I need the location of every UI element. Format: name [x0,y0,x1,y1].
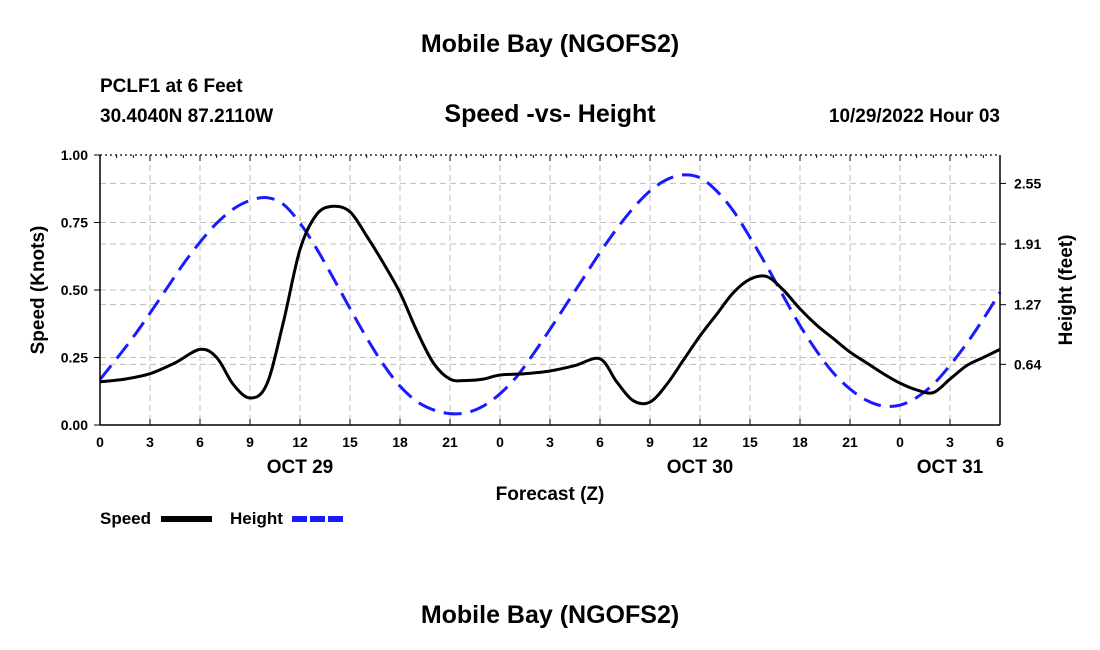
station-label: PCLF1 at 6 Feet [100,76,243,97]
x-tick-label: 12 [292,434,308,450]
x-tick-label: 18 [392,434,408,450]
chart-title: Speed -vs- Height [444,100,656,128]
x-tick-label: 9 [646,434,654,450]
x-tick-label: 6 [196,434,204,450]
y2-axis-title: Height (feet) [1056,235,1077,346]
series-layer [98,173,1002,416]
date-label: OCT 29 [267,457,334,478]
speed-height-chart: 0 3 6 9 12 15 18 21 0 3 6 9 12 15 18 21 0 3 6 0.00 0.25 0.50 0… [28,147,1077,528]
x-tick-label: 3 [546,434,554,450]
axes: 0 3 6 9 12 15 18 21 0 3 6 9 12 15 18 21 0 3 6 0.00 0.25 0.50 0… [61,147,1042,478]
y-tick-label: 1.00 [61,147,88,163]
grid [100,155,1000,425]
y-tick-label: 0.00 [61,417,88,433]
coordinates-label: 30.4040N 87.2110W [100,106,274,127]
legend: Speed Height [100,509,343,528]
x-tick-label: 15 [342,434,358,450]
height-series-line [98,173,1002,416]
x-tick-label: 21 [442,434,458,450]
date-label: OCT 31 [917,457,984,478]
y-axis-title: Speed (Knots) [28,226,49,355]
x-axis-title: Forecast (Z) [496,484,605,505]
x-tick-label: 0 [496,434,504,450]
date-label: OCT 30 [667,457,734,478]
x-tick-label: 15 [742,434,758,450]
x-tick-label: 6 [996,434,1004,450]
y2-tick-label: 1.27 [1014,297,1041,313]
y-tick-label: 0.25 [61,350,88,366]
x-tick-label: 0 [896,434,904,450]
x-tick-label: 9 [246,434,254,450]
x-tick-label: 18 [792,434,808,450]
main-title: Mobile Bay (NGOFS2) [420,30,680,58]
x-tick-label: 6 [596,434,604,450]
x-tick-label: 12 [692,434,708,450]
x-tick-label: 0 [96,434,104,450]
y2-tick-label: 1.91 [1014,236,1041,252]
forecast-datetime: 10/29/2022 Hour 03 [828,106,1000,127]
x-tick-label: 3 [146,434,154,450]
speed-series-line [99,204,1001,406]
footer-title: Mobile Bay (NGOFS2) [420,601,680,629]
y2-tick-label: 0.64 [1014,356,1041,372]
y-tick-label: 0.75 [61,215,88,231]
y-tick-label: 0.50 [61,282,88,298]
x-tick-label: 21 [842,434,858,450]
x-tick-label: 3 [946,434,954,450]
legend-height-label: Height [230,509,283,528]
y2-tick-label: 2.55 [1014,175,1041,191]
legend-speed-label: Speed [100,509,151,528]
